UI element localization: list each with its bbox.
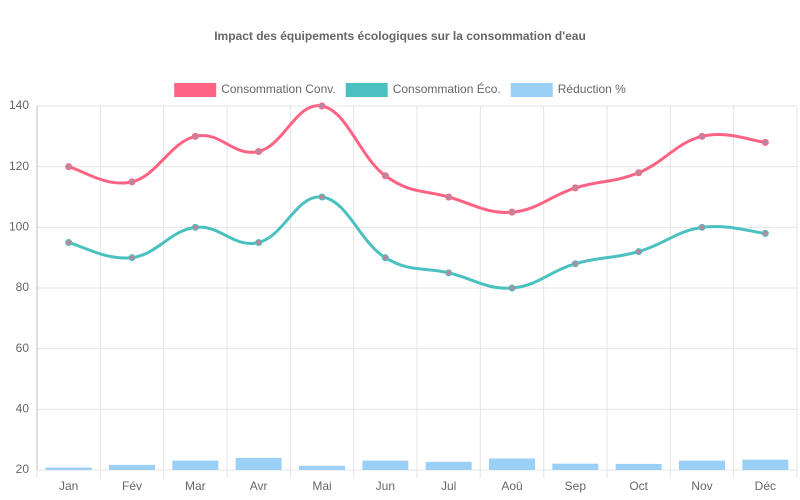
point xyxy=(635,169,643,177)
point xyxy=(508,208,516,216)
point xyxy=(318,193,326,201)
bar xyxy=(45,467,92,470)
bar xyxy=(299,465,345,470)
x-tick-label: Jun xyxy=(376,479,395,493)
point xyxy=(571,260,579,268)
legend-swatch xyxy=(174,83,217,97)
y-tick-label: 100 xyxy=(9,220,29,234)
point xyxy=(381,172,389,180)
y-tick-label: 140 xyxy=(9,98,29,112)
y-tick-label: 60 xyxy=(16,341,30,355)
bar xyxy=(425,461,472,470)
x-tick-label: Mar xyxy=(185,479,206,493)
point xyxy=(571,184,579,192)
x-tick-label: Mai xyxy=(312,479,331,493)
legend-swatch xyxy=(345,83,388,97)
point xyxy=(255,148,263,155)
bar xyxy=(362,460,409,470)
bar xyxy=(679,460,725,470)
bar xyxy=(172,460,219,470)
line xyxy=(68,195,766,290)
point xyxy=(698,132,706,140)
point xyxy=(381,254,389,262)
point xyxy=(508,284,516,292)
legend-swatch xyxy=(510,83,553,97)
point xyxy=(191,223,199,231)
point xyxy=(318,102,326,110)
point xyxy=(445,193,453,201)
y-tick-label: 20 xyxy=(16,462,30,476)
x-tick-label: Déc xyxy=(755,479,776,493)
point xyxy=(65,239,73,246)
legend-label: Consommation Éco. xyxy=(393,81,501,96)
bar xyxy=(489,458,535,470)
y-tick-label: 80 xyxy=(16,280,30,294)
point xyxy=(65,163,73,171)
x-tick-label: Sep xyxy=(565,479,587,493)
bar xyxy=(235,457,282,470)
bar xyxy=(552,463,599,470)
point xyxy=(761,229,769,237)
point xyxy=(635,248,643,256)
point xyxy=(761,138,769,146)
point xyxy=(128,254,136,262)
point xyxy=(128,178,136,186)
point xyxy=(255,239,263,246)
bar xyxy=(615,463,662,470)
point xyxy=(191,132,199,140)
legend-label: Réduction % xyxy=(558,82,626,96)
chart-title: Impact des équipements écologiques sur l… xyxy=(214,29,586,43)
x-tick-label: Jul xyxy=(441,479,456,493)
bar xyxy=(109,464,155,470)
x-tick-label: Oct xyxy=(629,479,648,493)
y-tick-label: 40 xyxy=(16,402,30,416)
point xyxy=(698,223,706,231)
x-tick-label: Fév xyxy=(122,479,142,493)
legend-label: Consommation Conv. xyxy=(221,82,336,96)
bar xyxy=(742,459,789,470)
point xyxy=(445,269,453,277)
legend: Consommation Conv. Consommation Éco. Réduc… xyxy=(174,81,626,97)
y-tick-label: 120 xyxy=(9,159,29,173)
x-tick-label: Aoû xyxy=(501,479,522,493)
x-tick-label: Nov xyxy=(691,479,712,493)
x-tick-label: Jan xyxy=(59,479,78,493)
x-tick-label: Avr xyxy=(250,479,268,493)
